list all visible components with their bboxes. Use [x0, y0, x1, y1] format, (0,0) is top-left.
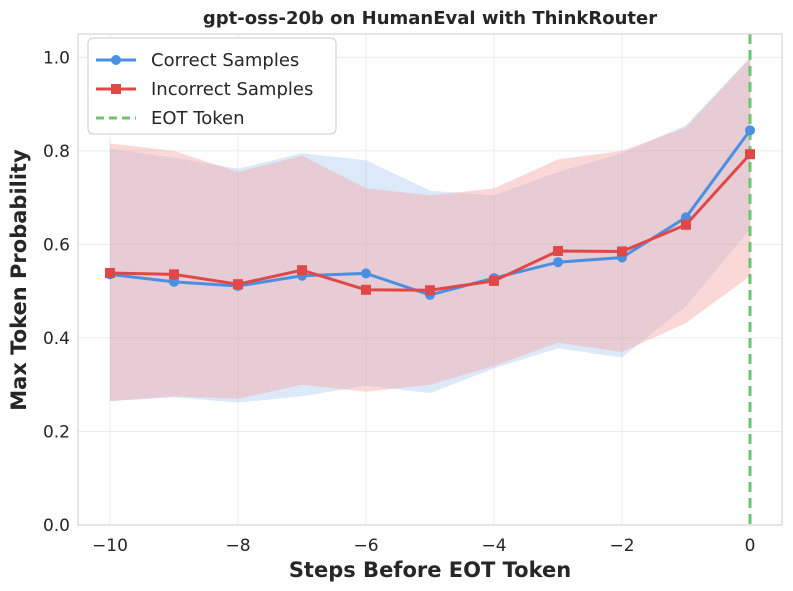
y-tick-label: 0.4	[43, 329, 70, 349]
x-tick-label: −6	[353, 536, 378, 556]
chart-title: gpt-oss-20b on HumanEval with ThinkRoute…	[203, 8, 657, 29]
plot-frame	[77, 33, 783, 526]
y-tick-label: 0.2	[43, 422, 70, 442]
x-axis-label: Steps Before EOT Token	[289, 558, 571, 582]
x-tick-labels: −10 −8 −6 −4 −2 0	[92, 536, 755, 556]
incorrect-point	[617, 246, 627, 257]
x-tick-label: −2	[609, 536, 634, 556]
y-tick-label: 0.6	[43, 235, 70, 255]
y-axis-label: Max Token Probability	[7, 149, 31, 411]
x-tick-label: −10	[92, 536, 128, 556]
incorrect-point	[361, 284, 371, 295]
incorrect-point	[745, 149, 755, 160]
incorrect-point	[425, 285, 435, 296]
legend-incorrect-label: Incorrect Samples	[151, 79, 313, 100]
y-tick-label: 1.0	[43, 48, 70, 68]
correct-point	[745, 125, 755, 136]
correct-band	[110, 57, 750, 403]
incorrect-band	[110, 58, 750, 402]
x-tick-label: 0	[745, 536, 756, 556]
y-tick-label: 0.8	[43, 142, 70, 162]
incorrect-point	[297, 265, 307, 276]
incorrect-point	[169, 269, 179, 280]
x-tick-label: −4	[481, 536, 506, 556]
incorrect-point	[105, 267, 115, 278]
legend-box	[87, 37, 337, 135]
series-lines	[105, 125, 755, 300]
incorrect-point	[681, 219, 691, 230]
y-tick-label: 0.0	[43, 516, 70, 536]
legend-correct-marker	[111, 55, 121, 65]
x-tick-label: −8	[225, 536, 250, 556]
legend-eot-label: EOT Token	[151, 108, 244, 129]
incorrect-point	[489, 275, 499, 286]
incorrect-point	[553, 245, 563, 256]
incorrect-point	[233, 279, 243, 290]
legend-correct-label: Correct Samples	[151, 50, 299, 71]
legend-incorrect-marker	[111, 84, 121, 94]
confidence-bands	[110, 57, 750, 403]
correct-point	[361, 268, 371, 279]
legend: Correct Samples Incorrect Samples EOT To…	[87, 37, 337, 135]
y-tick-labels: 0.0 0.2 0.4 0.6 0.8 1.0	[43, 48, 70, 536]
correct-point	[553, 257, 563, 268]
